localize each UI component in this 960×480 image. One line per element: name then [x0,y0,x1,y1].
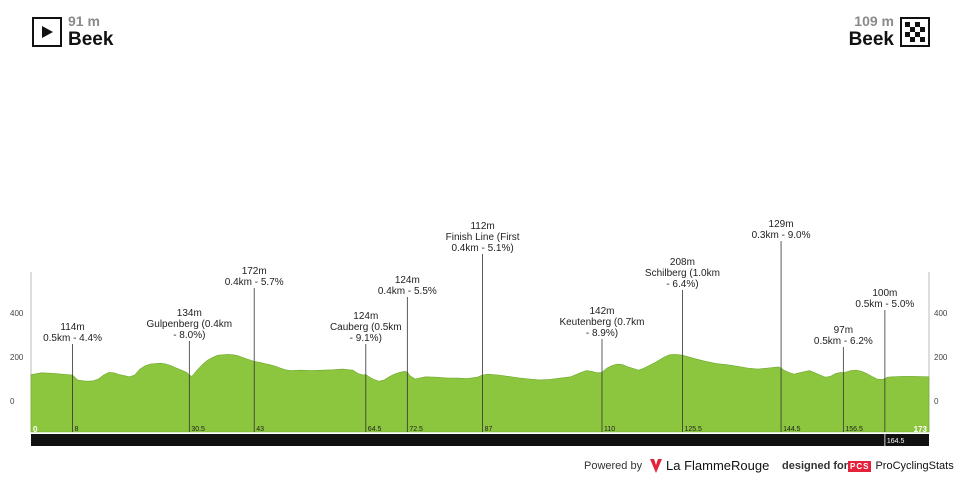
start-header: 91 m Beek [32,14,113,49]
y-tick-label-left: 400 [10,309,24,318]
km-marker-label: 164.5 [887,438,905,445]
y-tick-label-right: 400 [934,309,948,318]
climb-altitude-label: 114m [60,322,84,333]
km-marker-label: 30.5 [191,426,205,433]
km-marker-label: 125.5 [684,426,702,433]
pcs-logo[interactable]: PCS ProCyclingStats [848,460,954,472]
climb-altitude-label: 112m [470,221,494,232]
climb-detail-label: 0.4km - 5.1%) [451,243,513,254]
distance-bar: 0 8 30.5 43 64.5 72.5 87 110 125.5 144.5 156.5 173 1… [31,425,929,446]
pcs-badge: PCS [848,460,872,472]
climb-detail-label: Schilberg (1.0km [645,268,720,279]
footer: Powered by La FlammeRouge designed for P… [0,458,960,476]
pcs-name: ProCyclingStats [875,460,954,472]
climb-altitude-label: 129m [769,219,794,230]
flamme-rouge-icon [650,458,662,473]
y-tick-label-right: 0 [934,397,939,406]
distance-bar-rect [31,434,929,446]
climb-detail-label: - 8.0%) [173,330,205,341]
finish-header: 109 m Beek [849,14,930,49]
climb-detail-label: Finish Line (First [446,232,520,243]
climb-altitude-label: 208m [670,257,695,268]
climb-detail-label: 0.4km - 5.7% [225,277,284,288]
elevation-area [30,354,930,433]
checkered-flag-icon [900,16,930,47]
climb-detail-label: Keutenberg (0.7km [559,317,644,328]
climb-detail-label: Cauberg (0.5km [330,322,402,333]
climb-detail-label: - 9.1%) [350,333,382,344]
climb-detail-label: - 8.9%) [586,328,618,339]
climb-altitude-label: 172m [242,266,267,277]
km-marker-label: 43 [256,426,264,433]
climb-altitude-label: 142m [589,306,614,317]
climb-detail-label: - 6.4%) [666,279,698,290]
climb-detail-label: 0.5km - 6.2% [814,336,873,347]
finish-name: Beek [848,29,894,50]
y-tick-label-right: 200 [934,353,948,362]
profile-area [30,354,930,433]
y-tick-label-left: 0 [10,397,15,406]
powered-by-label: Powered by [584,460,643,472]
km-marker-label: 173 [914,425,928,434]
climb-altitude-label: 100m [872,288,897,299]
climb-detail-label: 0.3km - 9.0% [752,230,811,241]
climb-detail-label: 0.5km - 5.0% [855,299,914,310]
climb-altitude-label: 97m [834,325,853,336]
climb-altitude-label: 124m [353,311,378,322]
finish-altitude: 109 m [854,13,894,29]
brand-name: La FlammeRouge [666,458,770,473]
climb-altitude-label: 124m [395,275,420,286]
start-altitude: 91 m [68,13,100,29]
km-marker-label: 156.5 [845,426,863,433]
start-name: Beek [68,29,114,50]
km-marker-label: 144.5 [783,426,801,433]
km-marker-label: 72.5 [409,426,423,433]
climb-detail-label: 0.4km - 5.5% [378,286,437,297]
km-marker-label: 0 [33,425,38,434]
play-icon [32,16,62,47]
km-marker-label: 8 [75,426,79,433]
climb-altitude-label: 134m [177,308,202,319]
climb-detail-label: Gulpenberg (0.4km [147,319,233,330]
designed-for-label: designed for [782,460,849,472]
y-tick-label-left: 200 [10,353,24,362]
km-marker-label: 110 [604,426,615,433]
km-marker-label: 64.5 [368,426,382,433]
km-marker-label: 87 [485,426,493,433]
la-flamme-rouge-logo[interactable]: La FlammeRouge [650,458,769,473]
climb-detail-label: 0.5km - 4.4% [43,333,102,344]
